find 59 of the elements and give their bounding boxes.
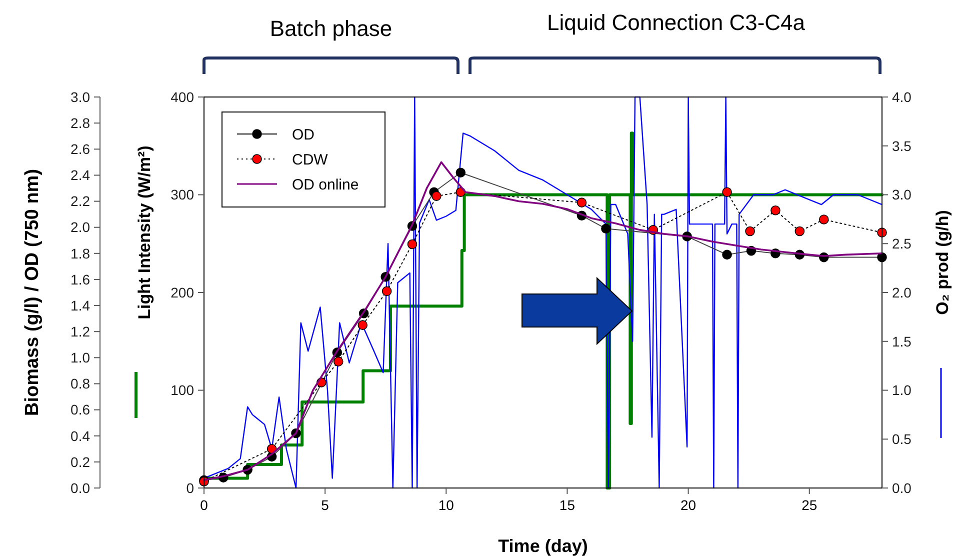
y-tick-label: 0.2	[70, 454, 90, 470]
point	[382, 286, 392, 296]
y-tick-label: 2.2	[70, 193, 90, 210]
y3-tick-label: 100	[170, 382, 194, 398]
y-tick-label: 2.8	[70, 114, 90, 131]
text: Batch phase	[270, 16, 392, 41]
x-tick-label: 20	[680, 497, 696, 513]
y-tick-label: 0.8	[70, 376, 90, 392]
point	[576, 198, 587, 208]
y-tick-label: 0.6	[70, 402, 90, 418]
x-tick-label: 10	[438, 497, 454, 513]
y3-tick-label: 300	[170, 186, 194, 203]
y2-tick-label: 1.0	[892, 382, 912, 398]
y2-tick-label: 2.0	[892, 284, 912, 300]
x-tick-label: 5	[321, 497, 330, 513]
y2-axis-title: O₂ prod (g/h)	[933, 210, 952, 315]
point	[722, 187, 732, 198]
y-tick-label: 3.0	[70, 88, 90, 105]
y-tick-label: 1.4	[70, 297, 90, 314]
text: Liquid Connection C3-C4a	[546, 10, 806, 35]
point	[818, 214, 829, 224]
y-tick-label: 1.6	[70, 271, 90, 288]
point	[358, 320, 368, 330]
y3-tick-label: 200	[170, 284, 194, 300]
y-tick-label: 1.8	[70, 245, 90, 262]
y-tick-label: 2.0	[70, 219, 90, 236]
x-tick-label: 0	[200, 497, 208, 513]
x-tick-label: 25	[802, 497, 818, 513]
x-tick-label: 15	[559, 497, 576, 513]
point	[333, 356, 344, 366]
y-axis-title: Biomass (g/l) / OD (750 nm)	[22, 168, 43, 416]
point	[745, 226, 755, 236]
point	[432, 191, 442, 201]
y-tick-label: 0.0	[70, 480, 90, 496]
y2-tick-label: 1.5	[892, 333, 912, 350]
point	[601, 224, 611, 234]
x-axis-title: Time (day)	[498, 536, 588, 556]
legend-label: OD	[292, 126, 315, 144]
point	[456, 168, 466, 178]
legend-label: CDW	[292, 151, 329, 168]
y-tick-label: 0.4	[70, 428, 90, 444]
y3-tick-label: 0	[186, 480, 194, 496]
point	[794, 226, 805, 236]
y2-tick-label: 2.5	[892, 236, 912, 252]
y2-tick-label: 3.0	[892, 186, 912, 203]
y2-tick-label: 3.5	[892, 138, 912, 154]
point	[722, 250, 732, 260]
y-tick-label: 2.4	[70, 167, 90, 184]
y-tick-label: 1.0	[70, 350, 90, 366]
y3-axis-title: Light Intensity (W/m²)	[135, 146, 154, 320]
point	[770, 205, 780, 216]
y2-tick-label: 0.0	[892, 480, 912, 496]
y-tick-label: 1.2	[70, 324, 90, 340]
y3-tick-label: 400	[170, 88, 194, 105]
y2-tick-label: 0.5	[892, 431, 912, 448]
point	[407, 239, 418, 250]
legend-label: OD online	[292, 176, 359, 194]
y-tick-label: 2.6	[70, 141, 90, 158]
y2-tick-label: 4.0	[892, 88, 912, 105]
